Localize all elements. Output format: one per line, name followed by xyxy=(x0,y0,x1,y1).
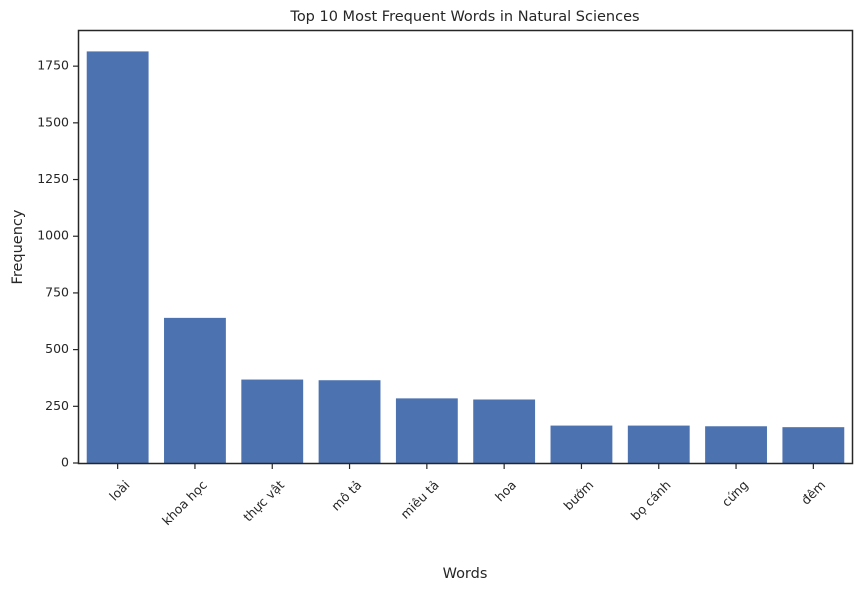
bar-2 xyxy=(164,317,226,463)
bar-5 xyxy=(395,398,458,463)
y-tick-label: 1500 xyxy=(37,114,69,129)
bar-3 xyxy=(241,379,304,463)
x-axis-label: Words xyxy=(443,566,488,582)
x-tick-label: đêm xyxy=(798,477,828,507)
x-tick-label: miêu tả xyxy=(397,477,441,521)
bar-8 xyxy=(627,425,690,463)
y-tick-label: 1750 xyxy=(37,58,69,73)
bar-7 xyxy=(550,425,613,463)
y-tick-label: 500 xyxy=(45,341,69,356)
x-tick-label: cứng xyxy=(719,477,751,509)
y-tick-label: 1250 xyxy=(37,171,69,186)
x-tick-label: khoa học xyxy=(159,477,210,528)
x-tick-label: bướm xyxy=(561,477,597,513)
y-axis-ticks: 0 250 500 750 1000 1250 1500 1750 xyxy=(37,58,79,470)
y-tick-label: 250 xyxy=(45,398,69,413)
x-tick-label: mô tả xyxy=(328,477,364,513)
x-tick-label: thực vật xyxy=(240,477,287,524)
bars-group xyxy=(86,51,845,463)
bar-1 xyxy=(86,51,149,463)
x-tick-label: bọ cánh xyxy=(628,477,674,523)
plot-frame xyxy=(77,29,854,465)
chart-title: Top 10 Most Frequent Words in Natural Sc… xyxy=(289,9,639,25)
bar-10 xyxy=(782,427,845,463)
y-tick-label: 750 xyxy=(45,284,69,299)
y-axis-label: Frequency xyxy=(10,209,26,284)
y-tick-label: 0 xyxy=(61,455,69,470)
x-tick-label: hoa xyxy=(492,477,519,504)
x-axis-ticks: loài khoa học thực vật mô tả miêu tả hoa bướm b… xyxy=(106,463,828,528)
y-tick-label: 1000 xyxy=(37,228,69,243)
x-tick-label: loài xyxy=(106,477,132,503)
bar-6 xyxy=(473,399,536,463)
bar-9 xyxy=(705,426,767,463)
bar-4 xyxy=(318,380,381,463)
